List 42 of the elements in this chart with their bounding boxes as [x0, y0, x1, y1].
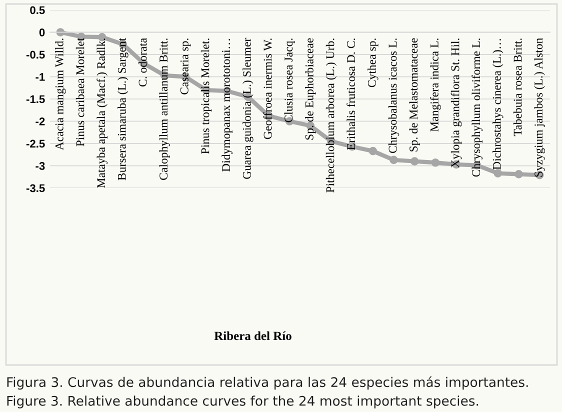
x-tick-label: Syzygium jambos (L.) Alston — [534, 38, 545, 177]
text: Figura 3. Curvas de abundancia relativa para las 24 especies más importantes. — [7, 376, 528, 390]
point — [410, 157, 419, 166]
point — [368, 146, 378, 156]
caption: Figure 3. Relative abundance curves for the 24 most important species. — [7, 396, 478, 408]
x-tick-label: Casearia sp. — [180, 38, 191, 94]
x-tick-label: Pinus tropicalis Morelet. — [200, 38, 212, 154]
y-tick-label: -3.5 — [26, 184, 45, 192]
point — [390, 156, 398, 164]
y-tick-label: 0.5 — [30, 6, 45, 14]
y-tick-label: -2.5 — [26, 140, 45, 148]
x-tick-label: Sp. de Melastomataceae — [409, 38, 420, 152]
x-tick-label: C. odorata — [138, 38, 147, 86]
x-tick-label: Erithalis fruticosa D. C. — [346, 38, 356, 150]
x-tick-label: Sp. de Euphorbiaceae — [305, 38, 316, 140]
x-tick-label: Pinus caribaea Morelet — [76, 38, 84, 146]
y-tick-label: -1 — [36, 73, 45, 81]
x-tick-label: Calophyllum antillanum Britt. — [159, 38, 170, 180]
x-tick-label: Guarea guidonia (L.) Sleumer — [242, 38, 254, 179]
x-tick-label: Mangifera indica L. — [430, 38, 441, 132]
x-tick-label: Geoffroea inermis W. — [263, 38, 272, 140]
text: Ribera del Río — [214, 331, 292, 340]
x-tick-label: Chrysophyllum oliviforme L. — [472, 38, 483, 177]
y-tick-label: -1.5 — [26, 95, 45, 104]
x-tick-label: Cythea sp. — [368, 38, 378, 88]
x-tick-label: Xylopia grandiflora St. Hil. — [450, 38, 462, 168]
x-tick-label: Bursera simaruba (L.) Sargent — [118, 38, 128, 180]
x-tick-label: Acacia mangium Willd. — [55, 38, 66, 150]
x-tick-label: Clusia rosea Jacq. — [284, 38, 295, 122]
point — [494, 169, 502, 178]
point — [431, 158, 440, 167]
x-tick-label: Chrysobalanus icacos L. — [388, 38, 400, 154]
point — [514, 170, 523, 178]
x-tick-label: Tabebuia rosea Britt. — [513, 38, 522, 136]
y-tick-label: -2 — [36, 118, 45, 126]
x-tick-label: Pithecellobium arborea (L.) Urb. — [326, 38, 337, 193]
y-tick-label: 0 — [39, 28, 45, 36]
y-tick-label: -3 — [36, 162, 45, 170]
y-tick-label: -0.5 — [26, 50, 45, 59]
x-tick-label: Matayba apetala (Macf.) Radlk. — [96, 38, 108, 188]
x-tick-label: Didymopanax morototoni… — [222, 39, 232, 172]
x-tick-label: Dichrostahys cinerea (L.)… — [492, 39, 504, 170]
